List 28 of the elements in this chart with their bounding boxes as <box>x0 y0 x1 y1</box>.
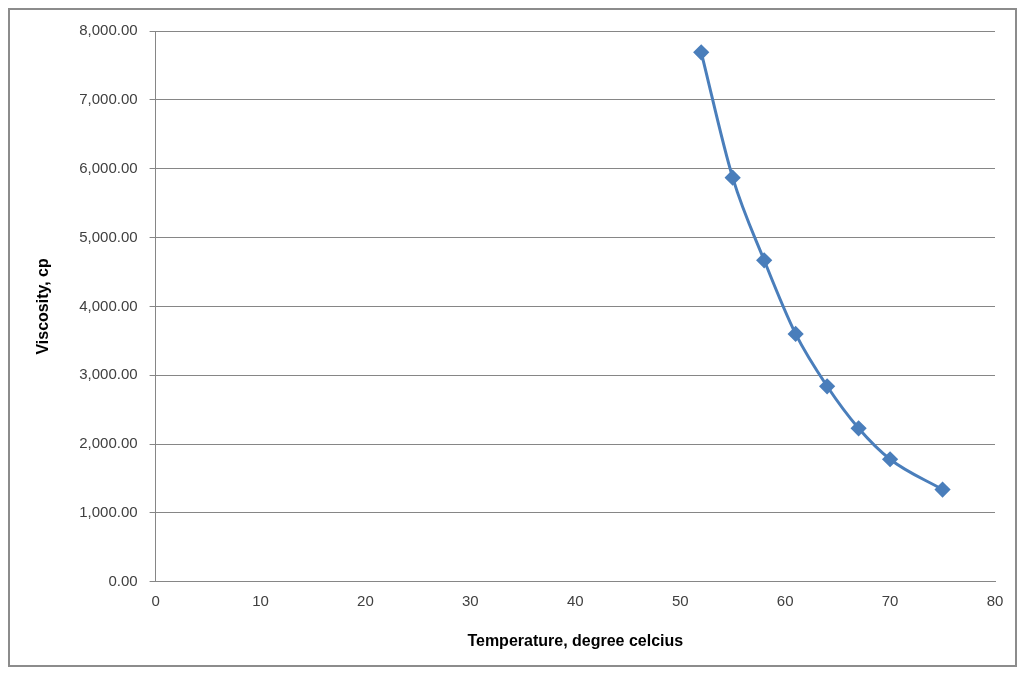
y-tick-label: 7,000.00 <box>79 89 138 107</box>
y-tick-label: 5,000.00 <box>79 227 138 245</box>
point <box>788 326 804 342</box>
x-tick-label: 20 <box>357 591 374 609</box>
y-tick-label: 3,000.00 <box>79 365 138 383</box>
x-tick-label: 10 <box>252 591 269 609</box>
y-tick-label: 4,000.00 <box>79 296 138 314</box>
x-axis-title: Temperature, degree celcius <box>467 631 684 649</box>
y-axis-title: Viscosity, cp <box>34 258 52 355</box>
x-tick-label: 60 <box>776 591 794 609</box>
y-tick-label: 0.00 <box>108 571 138 589</box>
x-tick-label: 70 <box>881 591 899 609</box>
x-tick-label: 30 <box>462 591 479 609</box>
point <box>851 420 867 436</box>
point <box>882 451 898 467</box>
point <box>756 252 772 268</box>
point <box>693 44 709 60</box>
x-tick-label: 0 <box>151 591 160 609</box>
x-tick-label: 40 <box>566 591 584 609</box>
y-tick-label: 6,000.00 <box>79 158 138 176</box>
y-tick-label: 2,000.00 <box>79 434 138 452</box>
x-tick-label: 80 <box>986 591 1004 609</box>
x-tick-label: 50 <box>671 591 689 609</box>
point <box>819 378 835 394</box>
point <box>725 170 741 186</box>
y-tick-label: 1,000.00 <box>79 503 138 521</box>
y-tick-label: 8,000.00 <box>79 21 138 39</box>
point <box>935 482 951 498</box>
